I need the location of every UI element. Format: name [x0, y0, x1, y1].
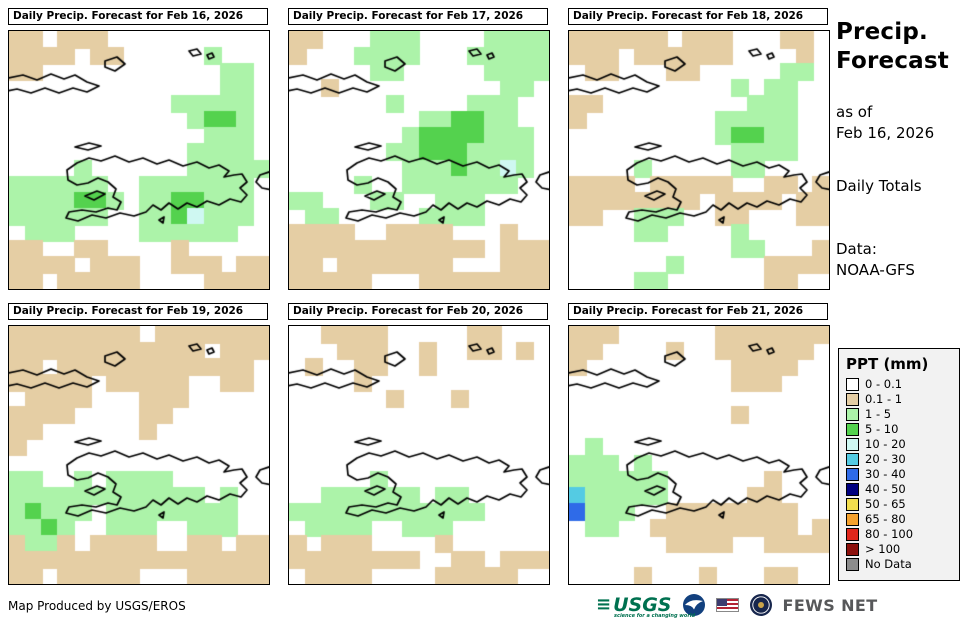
map-panels-grid: Daily Precip. Forecast for Feb 16, 2026 … [8, 8, 830, 585]
panel-title: Daily Precip. Forecast for Feb 21, 2026 [568, 303, 828, 320]
legend-swatch [846, 543, 859, 556]
legend-swatch [846, 378, 859, 391]
daily-totals-label: Daily Totals [836, 176, 922, 195]
legend-row: 0 - 0.1 [846, 378, 952, 391]
map-wrap [288, 30, 550, 290]
as-of-block: as of Feb 16, 2026 [836, 102, 964, 144]
legend-label: No Data [865, 557, 912, 571]
page-title-line1: Precip. [836, 19, 928, 45]
forecast-panel: Daily Precip. Forecast for Feb 19, 2026 [8, 303, 270, 585]
forecast-panel: Daily Precip. Forecast for Feb 18, 2026 [568, 8, 830, 290]
data-label: Data: [836, 239, 877, 258]
legend-row: 1 - 5 [846, 408, 952, 421]
legend-swatch [846, 468, 859, 481]
map-wrap [8, 30, 270, 290]
usgs-tagline: science for a changing world [614, 613, 696, 619]
legend-row: 0.1 - 1 [846, 393, 952, 406]
legend-label: 1 - 5 [865, 407, 892, 421]
legend-swatch [846, 438, 859, 451]
panel-title: Daily Precip. Forecast for Feb 18, 2026 [568, 8, 828, 25]
legend-label: 0 - 0.1 [865, 377, 903, 391]
map-wrap [568, 30, 830, 290]
legend-label: > 100 [865, 542, 901, 556]
usgs-logo-text: USGS [613, 594, 672, 616]
commerce-seal-icon [749, 594, 772, 616]
legend-row: > 100 [846, 543, 952, 556]
as-of-date: Feb 16, 2026 [836, 123, 935, 142]
noaa-logo-icon [682, 594, 705, 616]
legend-label: 0.1 - 1 [865, 392, 903, 406]
data-source-block: Data: NOAA-GFS [836, 239, 964, 281]
legend-swatch [846, 498, 859, 511]
map-wrap [568, 325, 830, 585]
legend-rows: 0 - 0.1 0.1 - 1 1 - 5 5 - 10 10 - 20 20 … [846, 378, 952, 571]
panel-title: Daily Precip. Forecast for Feb 16, 2026 [8, 8, 268, 25]
legend-swatch [846, 558, 859, 571]
precip-map-canvas [8, 325, 270, 585]
legend-label: 50 - 65 [865, 497, 906, 511]
legend-label: 65 - 80 [865, 512, 906, 526]
legend-row: 5 - 10 [846, 423, 952, 436]
legend-label: 80 - 100 [865, 527, 914, 541]
page-title-line2: Forecast [836, 47, 949, 74]
precip-map-canvas [568, 30, 830, 290]
precip-map-canvas [288, 325, 550, 585]
precip-map-canvas [8, 30, 270, 290]
panel-title: Daily Precip. Forecast for Feb 17, 2026 [288, 8, 548, 25]
page-title: Precip. Forecast [836, 18, 964, 76]
forecast-panel: Daily Precip. Forecast for Feb 16, 2026 [8, 8, 270, 290]
map-credit: Map Produced by USGS/EROS [8, 599, 186, 613]
sidebar: Precip. Forecast as of Feb 16, 2026 Dail… [836, 18, 964, 281]
legend-label: 10 - 20 [865, 437, 906, 451]
legend-label: 5 - 10 [865, 422, 899, 436]
legend-row: 50 - 65 [846, 498, 952, 511]
legend-row: 30 - 40 [846, 468, 952, 481]
legend-swatch [846, 483, 859, 496]
legend-title: PPT (mm) [846, 355, 929, 373]
legend: PPT (mm) 0 - 0.1 0.1 - 1 1 - 5 5 - 10 10… [838, 348, 960, 581]
precip-map-canvas [288, 30, 550, 290]
data-source: NOAA-GFS [836, 260, 915, 279]
legend-row: 40 - 50 [846, 483, 952, 496]
legend-swatch [846, 453, 859, 466]
legend-label: 40 - 50 [865, 482, 906, 496]
legend-label: 30 - 40 [865, 467, 906, 481]
fewsnet-logo-text: FEWS NET [782, 595, 878, 615]
legend-row: 80 - 100 [846, 528, 952, 541]
legend-label: 20 - 30 [865, 452, 906, 466]
legend-row: 20 - 30 [846, 453, 952, 466]
precip-map-canvas [568, 325, 830, 585]
panel-title: Daily Precip. Forecast for Feb 19, 2026 [8, 303, 268, 320]
forecast-panel: Daily Precip. Forecast for Feb 20, 2026 [288, 303, 550, 585]
map-wrap [8, 325, 270, 585]
usgs-bars-icon: ≡ [596, 594, 612, 615]
legend-swatch [846, 393, 859, 406]
forecast-panel: Daily Precip. Forecast for Feb 21, 2026 [568, 303, 830, 585]
usgs-logo: ≡ USGS science for a changing world [596, 594, 695, 620]
legend-row: 10 - 20 [846, 438, 952, 451]
footer-logos: ≡ USGS science for a changing world FEWS… [596, 592, 878, 620]
forecast-panel: Daily Precip. Forecast for Feb 17, 2026 [288, 8, 550, 290]
legend-swatch [846, 513, 859, 526]
legend-swatch [846, 528, 859, 541]
legend-swatch [846, 423, 859, 436]
legend-row: 65 - 80 [846, 513, 952, 526]
panel-title: Daily Precip. Forecast for Feb 20, 2026 [288, 303, 548, 320]
legend-swatch [846, 408, 859, 421]
as-of-label: as of [836, 102, 873, 121]
map-wrap [288, 325, 550, 585]
legend-row: No Data [846, 558, 952, 571]
us-flag-icon [715, 598, 739, 612]
